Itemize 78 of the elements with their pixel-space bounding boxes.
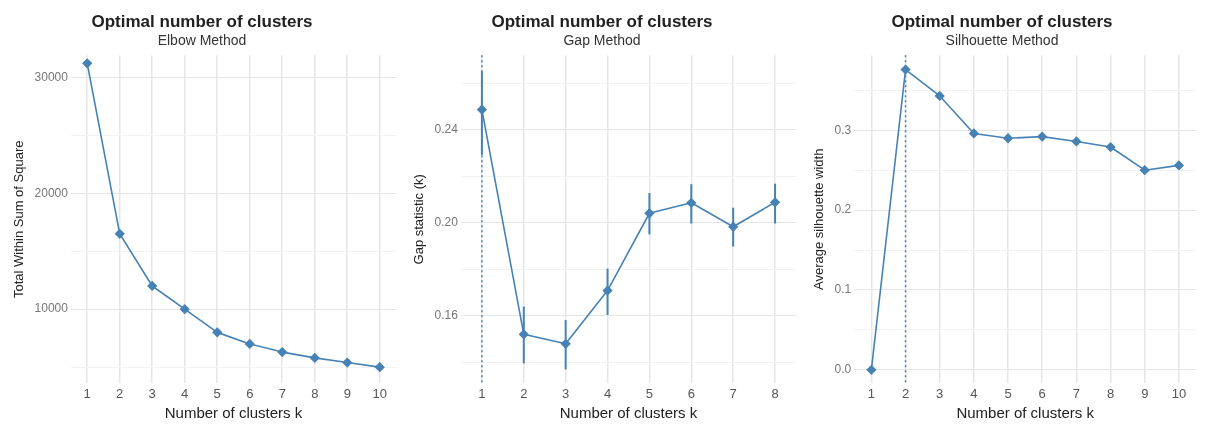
y-tick-label: 0.16 xyxy=(434,308,459,323)
point xyxy=(900,64,911,75)
x-tick-label: 5 xyxy=(645,385,654,401)
x-tick-label: 8 xyxy=(311,385,319,401)
y-tick-label: 10000 xyxy=(34,301,69,316)
x-tick-label: 7 xyxy=(729,385,737,401)
chart-subtitle: Gap Method xyxy=(563,31,641,48)
x-tick-label: 4 xyxy=(181,385,189,401)
point xyxy=(1037,131,1048,142)
point xyxy=(244,339,255,349)
point xyxy=(1071,136,1082,147)
point xyxy=(770,197,780,208)
chart-subtitle: Elbow Method xyxy=(157,31,247,48)
point xyxy=(602,285,613,296)
y-tick-label: 0.24 xyxy=(434,122,459,136)
x-tick-label: 2 xyxy=(116,385,124,401)
x-tick-label: 4 xyxy=(603,385,612,401)
point xyxy=(969,128,979,139)
x-tick-label: 5 xyxy=(213,385,221,401)
chart-title: Optimal number of clusters xyxy=(891,11,1113,31)
point xyxy=(1174,160,1184,171)
x-axis-title: Number of clusters k xyxy=(559,404,698,422)
point xyxy=(644,208,655,219)
x-tick-label: 2 xyxy=(901,385,910,401)
x-tick-label: 6 xyxy=(687,385,695,401)
x-axis-title: Number of clusters k xyxy=(164,404,303,422)
x-tick-label: 7 xyxy=(1072,385,1081,401)
point xyxy=(277,347,288,357)
point xyxy=(518,329,529,340)
x-tick-label: 1 xyxy=(867,385,875,401)
x-tick-label: 7 xyxy=(278,385,286,401)
x-tick-label: 3 xyxy=(936,385,944,401)
point xyxy=(477,104,487,115)
y-tick-label: 30000 xyxy=(34,69,69,84)
y-tick-label: 0.2 xyxy=(834,202,852,217)
point xyxy=(1003,133,1013,144)
x-axis-title: Number of clusters k xyxy=(956,404,1095,422)
y-tick-label: 20000 xyxy=(34,185,69,200)
x-tick-label: 3 xyxy=(148,385,156,401)
point xyxy=(728,221,738,232)
x-tick-label: 10 xyxy=(372,385,387,401)
y-axis-title: Total Within Sum of Square xyxy=(11,140,27,299)
x-tick-label: 10 xyxy=(1171,385,1187,401)
y-tick-label: 0.20 xyxy=(434,215,459,230)
point xyxy=(686,197,697,208)
y-axis-title: Average silhouette width xyxy=(811,148,827,291)
chart-title: Optimal number of clusters xyxy=(491,11,713,31)
chart-subtitle: Silhouette Method xyxy=(945,31,1059,48)
x-tick-label: 1 xyxy=(478,385,486,401)
y-axis-title: Gap statistic (k) xyxy=(411,174,427,265)
y-tick-label: 0.1 xyxy=(834,282,852,297)
chart-title: Optimal number of clusters xyxy=(91,11,313,31)
x-tick-label: 9 xyxy=(1141,385,1149,401)
x-tick-label: 4 xyxy=(970,385,978,401)
point xyxy=(147,281,158,291)
point xyxy=(560,339,571,349)
point xyxy=(179,304,190,314)
x-tick-label: 8 xyxy=(771,385,779,401)
point xyxy=(212,327,223,338)
point xyxy=(1105,142,1116,152)
y-tick-label: 0.0 xyxy=(834,362,852,377)
x-tick-label: 8 xyxy=(1106,385,1115,401)
x-tick-label: 9 xyxy=(343,385,351,401)
x-tick-label: 5 xyxy=(1004,385,1012,401)
point xyxy=(374,362,385,372)
x-tick-label: 2 xyxy=(520,385,528,401)
x-tick-label: 3 xyxy=(562,385,570,401)
point xyxy=(114,229,125,239)
point xyxy=(934,91,945,101)
y-tick-label: 0.3 xyxy=(834,122,852,137)
point xyxy=(82,58,93,69)
x-tick-label: 6 xyxy=(1038,385,1046,401)
point xyxy=(1139,165,1150,175)
x-tick-label: 6 xyxy=(246,385,254,401)
point xyxy=(342,357,353,368)
point xyxy=(309,353,320,363)
point xyxy=(866,365,877,375)
x-tick-label: 1 xyxy=(83,385,91,401)
